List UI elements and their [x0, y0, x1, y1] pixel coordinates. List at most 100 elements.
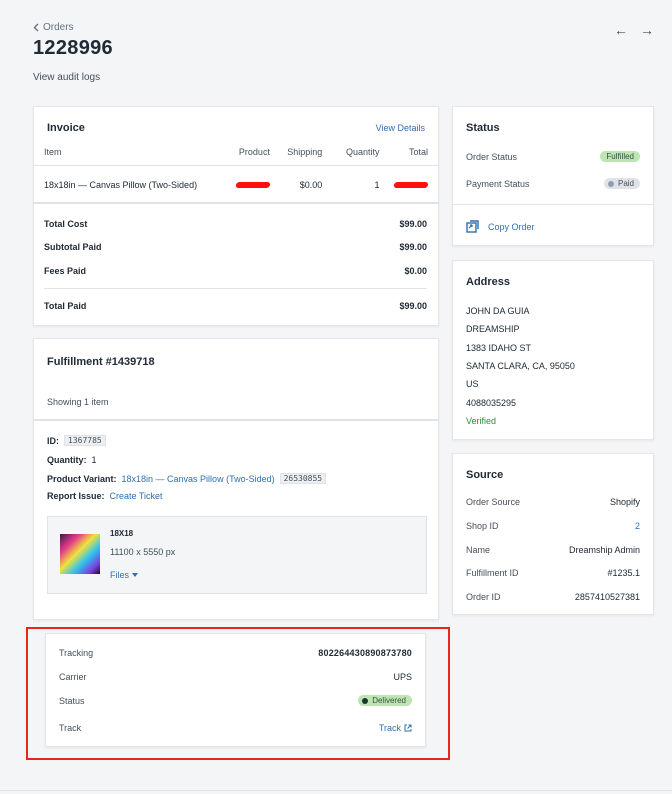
- page-header: Orders 1228996 View audit logs: [33, 22, 113, 83]
- quantity-row: Quantity: 1: [47, 455, 97, 465]
- address-line: SANTA CLARA, CA, 95050: [466, 361, 575, 371]
- source-title: Source: [466, 469, 504, 481]
- track-row: Track Track: [59, 723, 412, 733]
- invoice-card: Invoice View Details Item Product Shippi…: [33, 106, 439, 326]
- status-badge: Delivered: [358, 695, 412, 706]
- status-dot-icon: [607, 180, 614, 187]
- subtotal-paid-label: Subtotal Paid: [44, 242, 102, 252]
- files-dropdown[interactable]: Files: [110, 570, 139, 580]
- status-dot-icon: [362, 697, 369, 704]
- quantity-value: 1: [91, 455, 97, 465]
- fulfillment-id-value: #1235.1: [607, 568, 640, 578]
- asset-thumbnail[interactable]: [60, 534, 100, 574]
- payment-status-badge: Paid: [603, 178, 640, 189]
- view-details-link[interactable]: View Details: [375, 123, 425, 133]
- divider: [34, 165, 438, 166]
- payment-status-row: Payment Status Paid: [466, 178, 640, 189]
- copy-order-label: Copy Order: [488, 221, 535, 232]
- arrow-left-icon[interactable]: ←: [614, 22, 628, 38]
- carrier-label: Carrier: [59, 672, 87, 682]
- divider: [34, 419, 438, 421]
- status-title: Status: [466, 122, 500, 134]
- copy-order-button[interactable]: Copy Order: [466, 220, 535, 233]
- carrier-value: UPS: [393, 672, 412, 682]
- variant-label: Product Variant:: [47, 473, 117, 484]
- row-shipping: $0.00: [299, 180, 323, 190]
- order-source-value: Shopify: [609, 497, 640, 507]
- back-label: Orders: [43, 22, 74, 33]
- order-id-row: Order ID 2857410527381: [466, 592, 640, 602]
- tracking-label: Tracking: [59, 648, 94, 658]
- total-cost-row: Total Cost $99.00: [44, 219, 427, 229]
- report-issue-row: Report Issue: Create Ticket: [47, 491, 163, 501]
- track-link-text: Track: [378, 723, 401, 733]
- tracking-status-row: Status Delivered: [59, 695, 412, 706]
- fees-paid-row: Fees Paid $0.00: [44, 266, 427, 276]
- total-cost-value: $99.00: [399, 219, 427, 229]
- address-line: 1383 IDAHO ST: [466, 343, 532, 353]
- caret-down-icon: [132, 573, 139, 577]
- view-audit-logs-link[interactable]: View audit logs: [33, 72, 101, 83]
- status-badge-text: Delivered: [372, 696, 406, 705]
- asset-size: 11100 x 5550 px: [110, 547, 176, 557]
- order-id-label: Order ID: [466, 592, 501, 602]
- address-title: Address: [466, 276, 511, 288]
- total-paid-row: Total Paid $99.00: [44, 301, 427, 311]
- quantity-label: Quantity:: [47, 455, 87, 465]
- total-paid-label: Total Paid: [44, 301, 87, 311]
- fulfillment-id-row: Fulfillment ID #1235.1: [466, 568, 640, 578]
- showing-count: Showing 1 item: [47, 397, 109, 407]
- address-line: US: [466, 379, 479, 389]
- col-quantity: Quantity: [346, 147, 380, 157]
- redacted-total: [380, 180, 429, 190]
- asset-name: 18X18: [110, 529, 134, 538]
- total-paid-value: $99.00: [399, 301, 427, 311]
- divider: [453, 204, 653, 205]
- id-value: 1367785: [64, 435, 106, 446]
- status-card: Status Order Status Fulfilled Payment St…: [452, 106, 654, 246]
- track-link[interactable]: Track: [379, 723, 412, 733]
- tracking-number: 802264430890873780: [318, 648, 412, 658]
- order-status-row: Order Status Fulfilled: [466, 151, 640, 162]
- shop-id-row: Shop ID 2: [466, 521, 640, 531]
- invoice-table-header: Item Product Shipping Quantity Total: [44, 147, 428, 157]
- order-id-value: 2857410527381: [574, 592, 640, 602]
- subtotal-paid-value: $99.00: [399, 242, 427, 252]
- order-source-row: Order Source Shopify: [466, 497, 640, 507]
- name-label: Name: [466, 545, 491, 555]
- arrow-right-icon[interactable]: →: [640, 22, 654, 38]
- shop-id-link[interactable]: 2: [634, 521, 640, 531]
- page-title: 1228996: [33, 37, 113, 59]
- shop-id-label: Shop ID: [466, 521, 499, 531]
- col-total: Total: [409, 147, 429, 157]
- back-to-orders-link[interactable]: Orders: [33, 22, 113, 33]
- files-label: Files: [110, 570, 130, 580]
- product-variant-row: Product Variant: 18x18in — Canvas Pillow…: [47, 473, 327, 484]
- external-link-icon: [404, 724, 412, 732]
- address-line: JOHN DA GUIA: [466, 306, 530, 316]
- report-issue-label: Report Issue:: [47, 491, 105, 501]
- source-card: Source Order Source Shopify Shop ID 2 Na…: [452, 453, 654, 615]
- fulfillment-title: Fulfillment #1439718: [47, 356, 155, 368]
- order-status-label: Order Status: [466, 151, 518, 162]
- payment-status-label: Payment Status: [466, 178, 530, 189]
- product-variant-link[interactable]: 18x18in — Canvas Pillow (Two-Sided): [121, 473, 275, 484]
- address-card: Address JOHN DA GUIA DREAMSHIP 1383 IDAH…: [452, 260, 654, 440]
- carrier-row: Carrier UPS: [59, 672, 412, 682]
- copy-icon: [466, 220, 479, 233]
- create-ticket-link[interactable]: Create Ticket: [109, 491, 163, 501]
- fulfillment-id-label: Fulfillment ID: [466, 568, 519, 578]
- fees-paid-value: $0.00: [404, 266, 427, 276]
- verified-status: Verified: [466, 416, 497, 426]
- col-product: Product: [238, 147, 270, 157]
- fulfillment-card: Fulfillment #1439718 Showing 1 item ID: …: [33, 338, 439, 620]
- row-quantity: 1: [374, 180, 380, 190]
- col-shipping: Shipping: [287, 147, 323, 157]
- tracking-row: Tracking 802264430890873780: [59, 648, 412, 658]
- tracking-card: Tracking 802264430890873780 Carrier UPS …: [45, 633, 426, 747]
- tracking-highlight: [26, 627, 450, 760]
- variant-id: 26530855: [279, 473, 327, 484]
- order-source-label: Order Source: [466, 497, 521, 507]
- subtotal-paid-row: Subtotal Paid $99.00: [44, 242, 427, 252]
- divider: [0, 790, 672, 791]
